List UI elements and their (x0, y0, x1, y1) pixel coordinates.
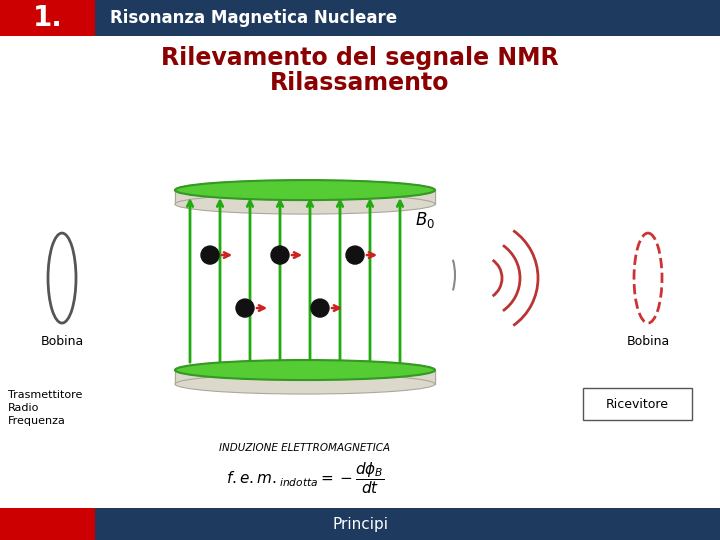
FancyBboxPatch shape (0, 0, 95, 36)
Text: 1.: 1. (32, 4, 63, 32)
Text: Ricevitore: Ricevitore (606, 397, 669, 410)
Text: Bobina: Bobina (40, 335, 84, 348)
FancyBboxPatch shape (95, 508, 720, 540)
Text: $f.e.m._{indotta} = -\dfrac{d\phi_B}{dt}$: $f.e.m._{indotta} = -\dfrac{d\phi_B}{dt}… (225, 460, 384, 496)
Circle shape (271, 246, 289, 264)
Text: Bobina: Bobina (626, 335, 670, 348)
Ellipse shape (175, 194, 435, 214)
FancyBboxPatch shape (583, 388, 692, 420)
Text: Rilassamento: Rilassamento (270, 71, 450, 95)
Text: Frequenza: Frequenza (8, 416, 66, 426)
Circle shape (346, 246, 364, 264)
Text: Radio: Radio (8, 403, 40, 413)
Polygon shape (175, 370, 435, 384)
Text: Rilevamento del segnale NMR: Rilevamento del segnale NMR (161, 46, 559, 70)
Ellipse shape (175, 360, 435, 380)
Ellipse shape (175, 180, 435, 200)
Ellipse shape (175, 180, 435, 200)
Text: Trasmettitore: Trasmettitore (8, 390, 82, 400)
FancyBboxPatch shape (95, 0, 720, 36)
Circle shape (201, 246, 219, 264)
Ellipse shape (175, 360, 435, 380)
FancyBboxPatch shape (0, 508, 95, 540)
Text: Principi: Principi (332, 516, 388, 531)
Ellipse shape (175, 374, 435, 394)
Text: $B_0$: $B_0$ (415, 210, 435, 230)
Text: Risonanza Magnetica Nucleare: Risonanza Magnetica Nucleare (110, 9, 397, 27)
Text: INDUZIONE ELETTROMAGNETICA: INDUZIONE ELETTROMAGNETICA (220, 443, 390, 453)
Polygon shape (175, 190, 435, 204)
Circle shape (236, 299, 254, 317)
Circle shape (311, 299, 329, 317)
